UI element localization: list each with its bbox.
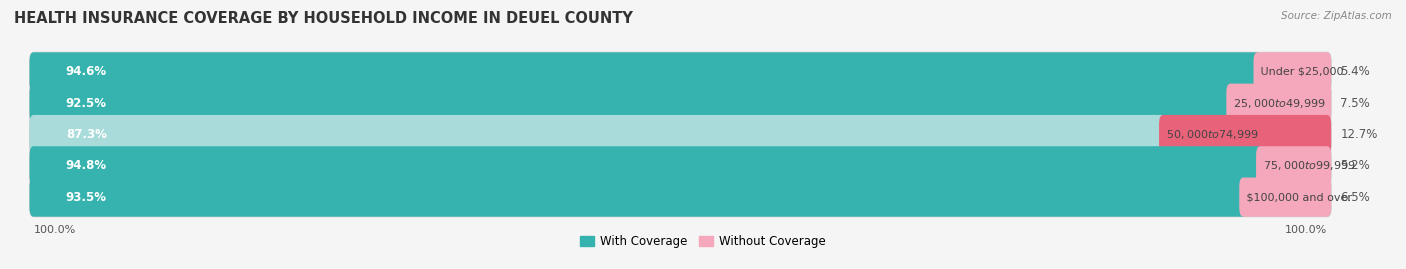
Text: 93.5%: 93.5% xyxy=(66,191,107,204)
FancyBboxPatch shape xyxy=(30,84,1234,123)
Text: $25,000 to $49,999: $25,000 to $49,999 xyxy=(1230,97,1326,110)
Text: Under $25,000: Under $25,000 xyxy=(1257,67,1344,77)
FancyBboxPatch shape xyxy=(1159,115,1331,154)
FancyBboxPatch shape xyxy=(1256,146,1331,185)
Text: Source: ZipAtlas.com: Source: ZipAtlas.com xyxy=(1281,11,1392,21)
Text: 5.4%: 5.4% xyxy=(1340,65,1369,78)
FancyBboxPatch shape xyxy=(30,115,1167,154)
Text: 100.0%: 100.0% xyxy=(1285,225,1327,235)
Text: 7.5%: 7.5% xyxy=(1340,97,1369,110)
Text: $75,000 to $99,999: $75,000 to $99,999 xyxy=(1260,159,1355,172)
FancyBboxPatch shape xyxy=(1254,52,1331,91)
Text: 92.5%: 92.5% xyxy=(66,97,107,110)
Text: $50,000 to $74,999: $50,000 to $74,999 xyxy=(1163,128,1258,141)
Legend: With Coverage, Without Coverage: With Coverage, Without Coverage xyxy=(575,230,831,253)
Text: 12.7%: 12.7% xyxy=(1340,128,1378,141)
Text: HEALTH INSURANCE COVERAGE BY HOUSEHOLD INCOME IN DEUEL COUNTY: HEALTH INSURANCE COVERAGE BY HOUSEHOLD I… xyxy=(14,11,633,26)
FancyBboxPatch shape xyxy=(30,146,1264,185)
FancyBboxPatch shape xyxy=(30,178,1331,217)
FancyBboxPatch shape xyxy=(30,52,1261,91)
FancyBboxPatch shape xyxy=(30,146,1331,185)
FancyBboxPatch shape xyxy=(30,52,1331,91)
FancyBboxPatch shape xyxy=(1226,84,1331,123)
Text: 100.0%: 100.0% xyxy=(34,225,76,235)
FancyBboxPatch shape xyxy=(1239,178,1331,217)
Text: 94.6%: 94.6% xyxy=(66,65,107,78)
Text: 5.2%: 5.2% xyxy=(1340,159,1369,172)
Text: 94.8%: 94.8% xyxy=(66,159,107,172)
Text: $100,000 and over: $100,000 and over xyxy=(1243,192,1353,202)
FancyBboxPatch shape xyxy=(30,178,1247,217)
FancyBboxPatch shape xyxy=(30,115,1331,154)
Text: 87.3%: 87.3% xyxy=(66,128,107,141)
FancyBboxPatch shape xyxy=(30,84,1331,123)
Text: 6.5%: 6.5% xyxy=(1340,191,1369,204)
